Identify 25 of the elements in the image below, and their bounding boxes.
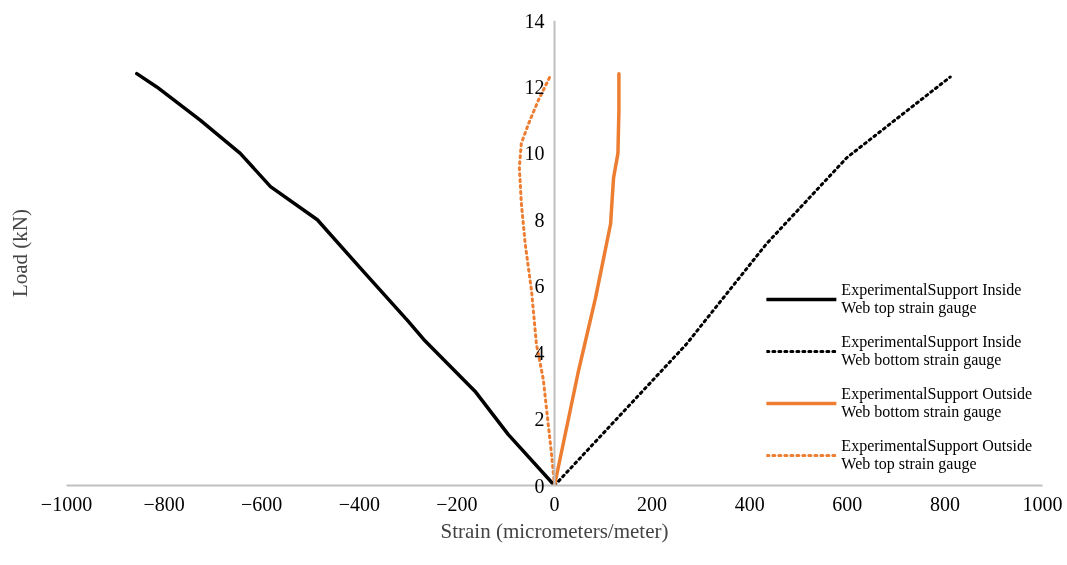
y-axis-title: Load (kN) bbox=[7, 208, 32, 298]
x-tick-label: 0 bbox=[549, 492, 560, 515]
legend-label: ExperimentalSupport Inside Web top strain gauge bbox=[841, 280, 1022, 319]
x-tick-label: 600 bbox=[832, 492, 863, 515]
x-tick-label: 200 bbox=[637, 492, 668, 515]
y-tick-label: 12 bbox=[524, 75, 545, 98]
x-tick-label: 400 bbox=[734, 492, 765, 515]
y-tick-label: 2 bbox=[534, 408, 545, 431]
y-tick-label: 10 bbox=[524, 142, 545, 165]
legend-label: ExperimentalSupport Inside Web bottom strain gauge bbox=[841, 332, 1022, 371]
y-tick-label: 8 bbox=[534, 208, 545, 231]
x-tick-label: −400 bbox=[338, 492, 380, 515]
y-tick-label: 0 bbox=[534, 474, 545, 497]
x-tick-label: −200 bbox=[436, 492, 478, 515]
legend-label: ExperimentalSupport Outside Web top strain gauge bbox=[841, 436, 1032, 475]
y-tick-label: 14 bbox=[524, 9, 545, 32]
x-tick-label: −1000 bbox=[40, 492, 93, 515]
x-tick-label: 800 bbox=[929, 492, 960, 515]
x-tick-label: 1000 bbox=[1022, 492, 1063, 515]
x-tick-label: −800 bbox=[143, 492, 185, 515]
x-tick-label: −600 bbox=[241, 492, 283, 515]
y-tick-label: 4 bbox=[534, 341, 545, 364]
y-tick-label: 6 bbox=[534, 275, 545, 298]
legend-label: ExperimentalSupport Outside Web bottom strain gauge bbox=[841, 384, 1032, 423]
x-axis-title: Strain (micrometers/meter) bbox=[440, 518, 669, 543]
